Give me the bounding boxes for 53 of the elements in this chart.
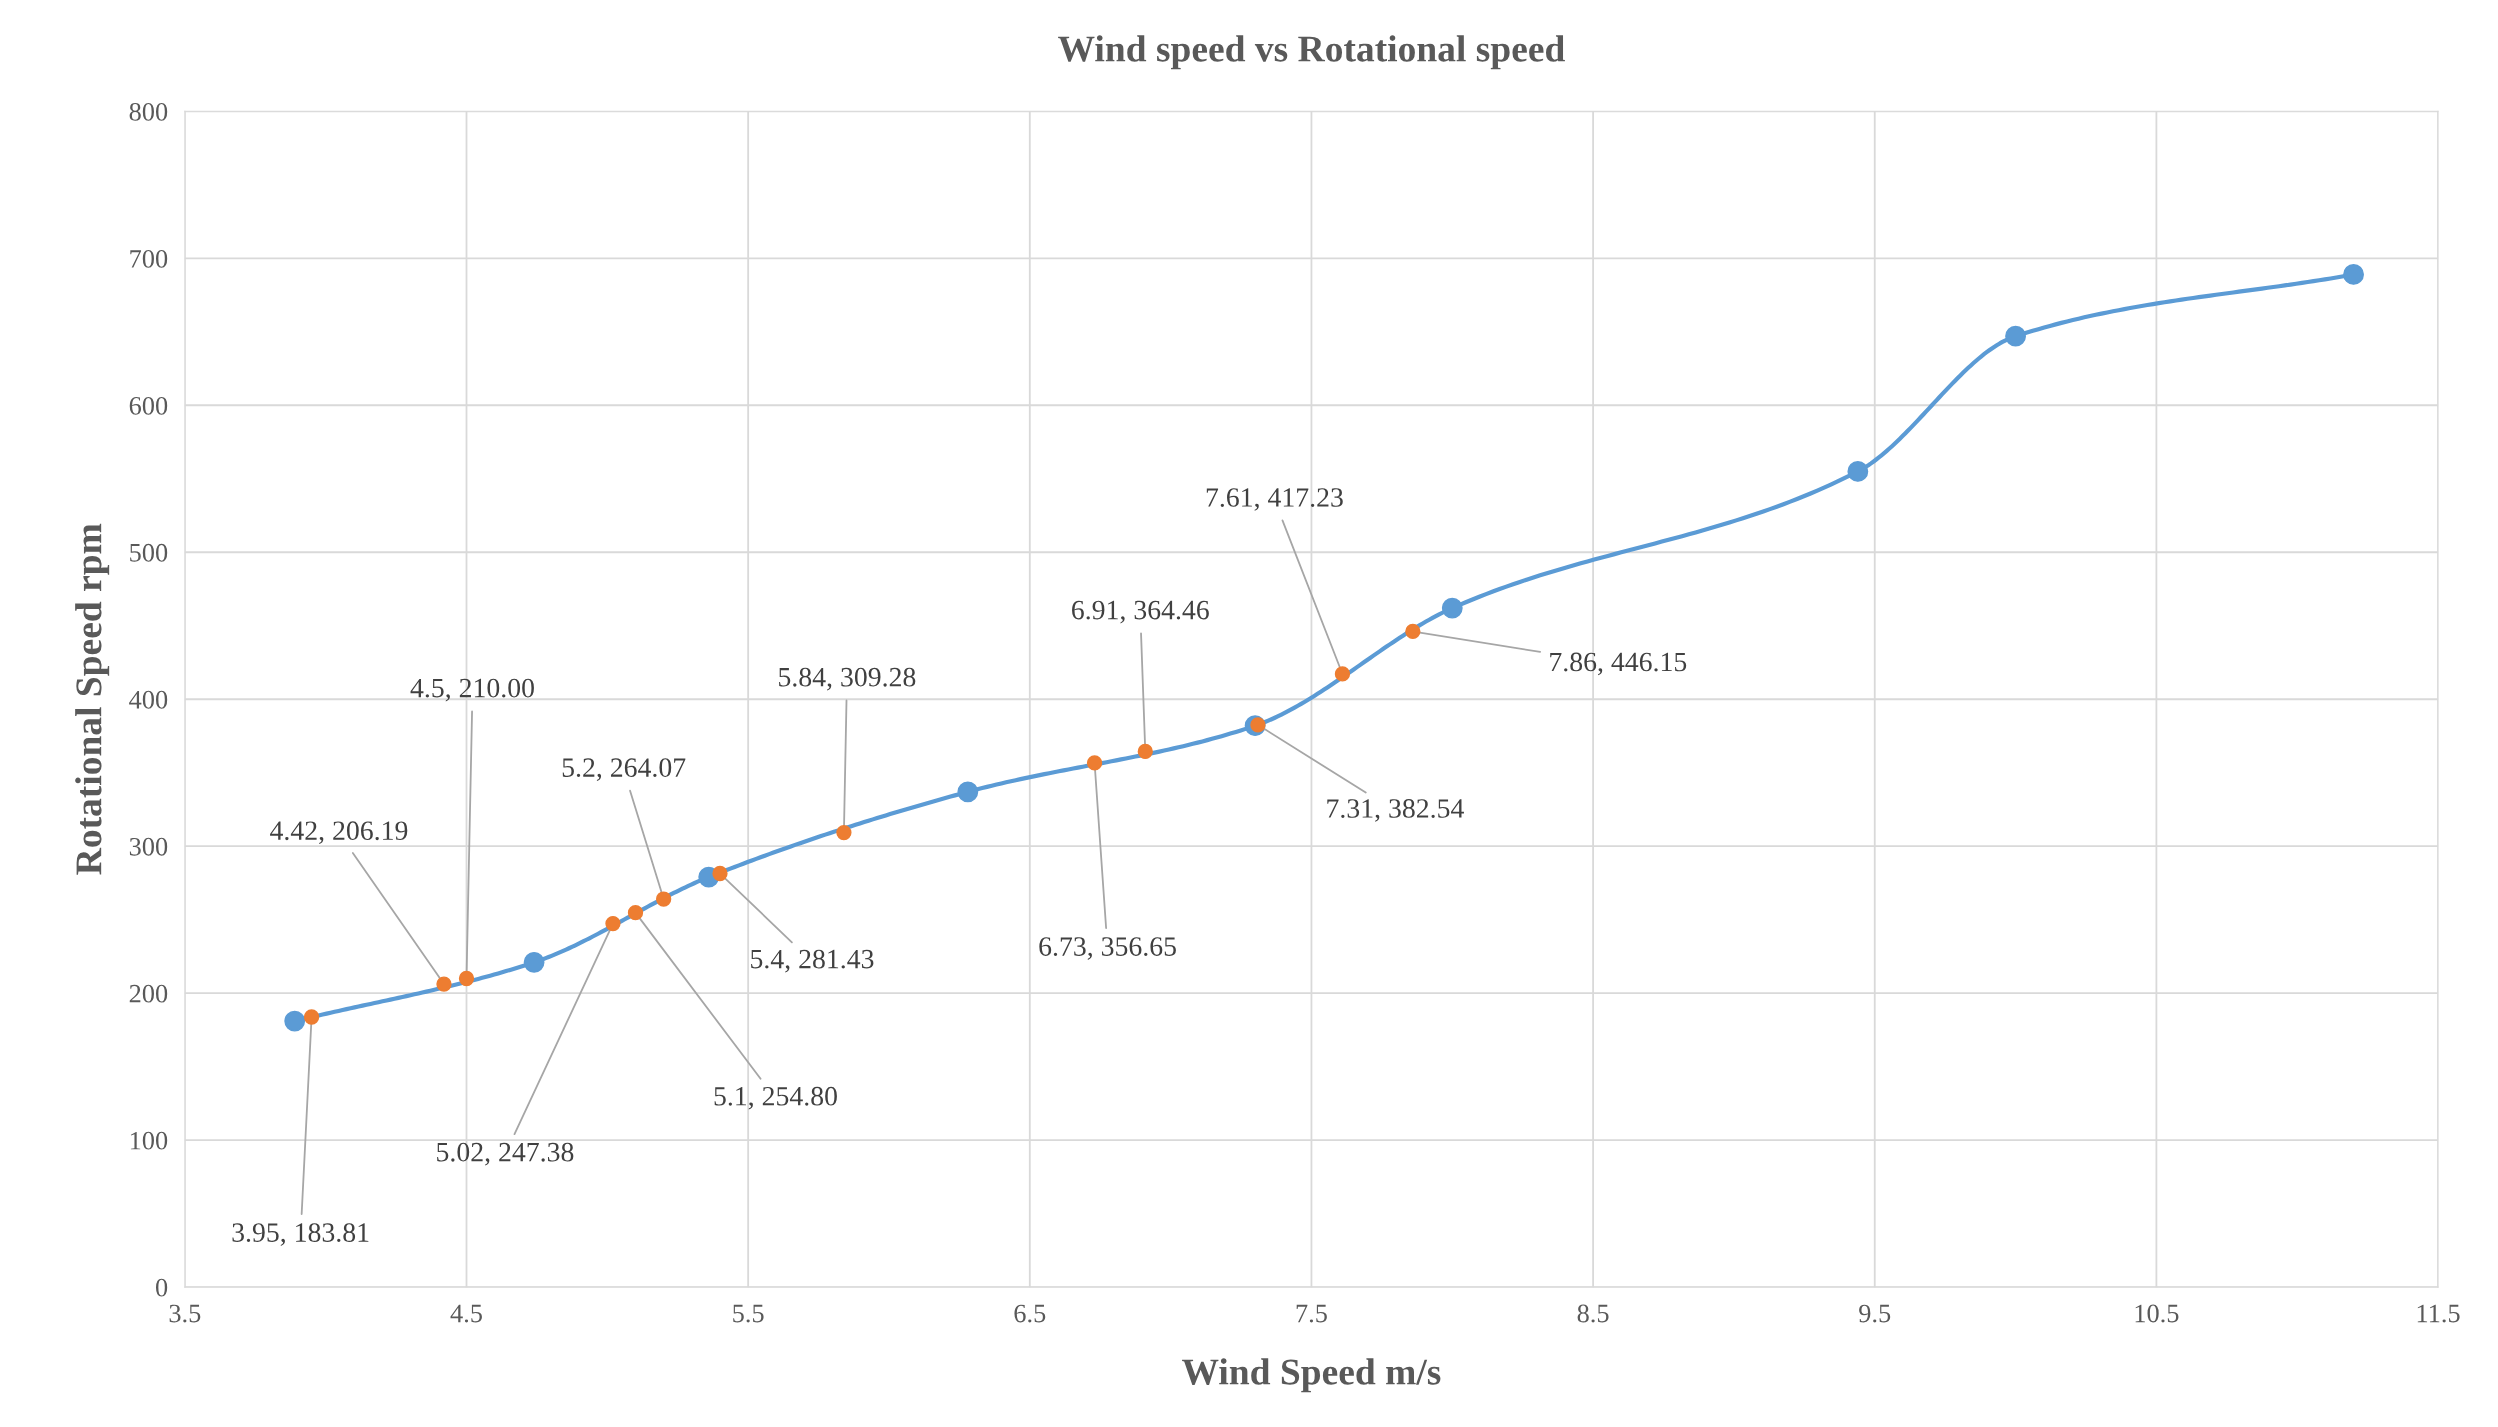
- y-tick-label: 600: [129, 396, 168, 415]
- y-axis-title: Rotational Speed rpm: [75, 523, 110, 875]
- chart-title: Wind speed vs Rotational speed: [1058, 35, 1565, 70]
- point: [1334, 666, 1351, 682]
- point: [436, 976, 452, 992]
- x-tick-label: 5.5: [733, 1304, 764, 1323]
- point: [605, 915, 621, 932]
- data-label: 4.42, 206.19: [270, 821, 408, 845]
- data-label: 5.4, 281.43: [751, 949, 874, 973]
- point: [836, 824, 852, 841]
- point: [2343, 264, 2364, 285]
- point: [1441, 597, 1463, 619]
- data-label: 7.86, 446.15: [1550, 652, 1687, 676]
- data-label: 5.2, 264.07: [562, 758, 686, 781]
- data-label: 5.1, 254.80: [714, 1086, 837, 1110]
- y-tick-label: 200: [129, 984, 168, 1003]
- x-tick-label: 9.5: [1859, 1304, 1891, 1323]
- data-label: 3.95, 183.81: [232, 1223, 369, 1246]
- y-tick-label: 700: [130, 249, 168, 268]
- y-tick-label: 800: [129, 102, 168, 121]
- x-tick-label: 8.5: [1577, 1304, 1609, 1323]
- point: [303, 1009, 320, 1025]
- x-tick-label: 6.5: [1014, 1304, 1046, 1323]
- y-tick-label: 500: [130, 543, 168, 562]
- point: [656, 891, 672, 907]
- point: [957, 781, 979, 803]
- data-label: 5.84, 309.28: [779, 667, 916, 691]
- point: [1086, 755, 1103, 771]
- point: [284, 1010, 306, 1032]
- point: [2005, 325, 2026, 347]
- point: [712, 865, 728, 882]
- point: [1405, 623, 1421, 640]
- data-label: 5.02, 247.38: [437, 1142, 574, 1166]
- data-label: 7.31, 382.54: [1327, 799, 1464, 822]
- point: [1847, 460, 1869, 482]
- x-tick-label: 3.5: [169, 1304, 201, 1323]
- data-label: 7.61, 417.23: [1206, 488, 1343, 511]
- y-tick-label: 400: [129, 690, 168, 709]
- x-tick-label: 7.5: [1296, 1304, 1327, 1323]
- data-label: 6.73, 356.65: [1039, 937, 1176, 960]
- x-axis-title: Wind Speed m/s: [1182, 1358, 1441, 1393]
- point: [1137, 743, 1153, 760]
- data-label: 4.5, 210.00: [410, 678, 534, 702]
- data-label: 6.91, 364.46: [1072, 600, 1209, 624]
- point: [523, 951, 545, 973]
- point: [627, 905, 644, 921]
- y-tick-label: 0: [156, 1278, 168, 1297]
- x-tick-label: 11.5: [2417, 1304, 2460, 1323]
- point: [458, 970, 475, 987]
- y-tick-label: 100: [130, 1131, 168, 1150]
- y-tick-label: 300: [129, 837, 168, 856]
- x-tick-label: 10.5: [2135, 1304, 2179, 1323]
- x-tick-label: 4.5: [450, 1304, 482, 1323]
